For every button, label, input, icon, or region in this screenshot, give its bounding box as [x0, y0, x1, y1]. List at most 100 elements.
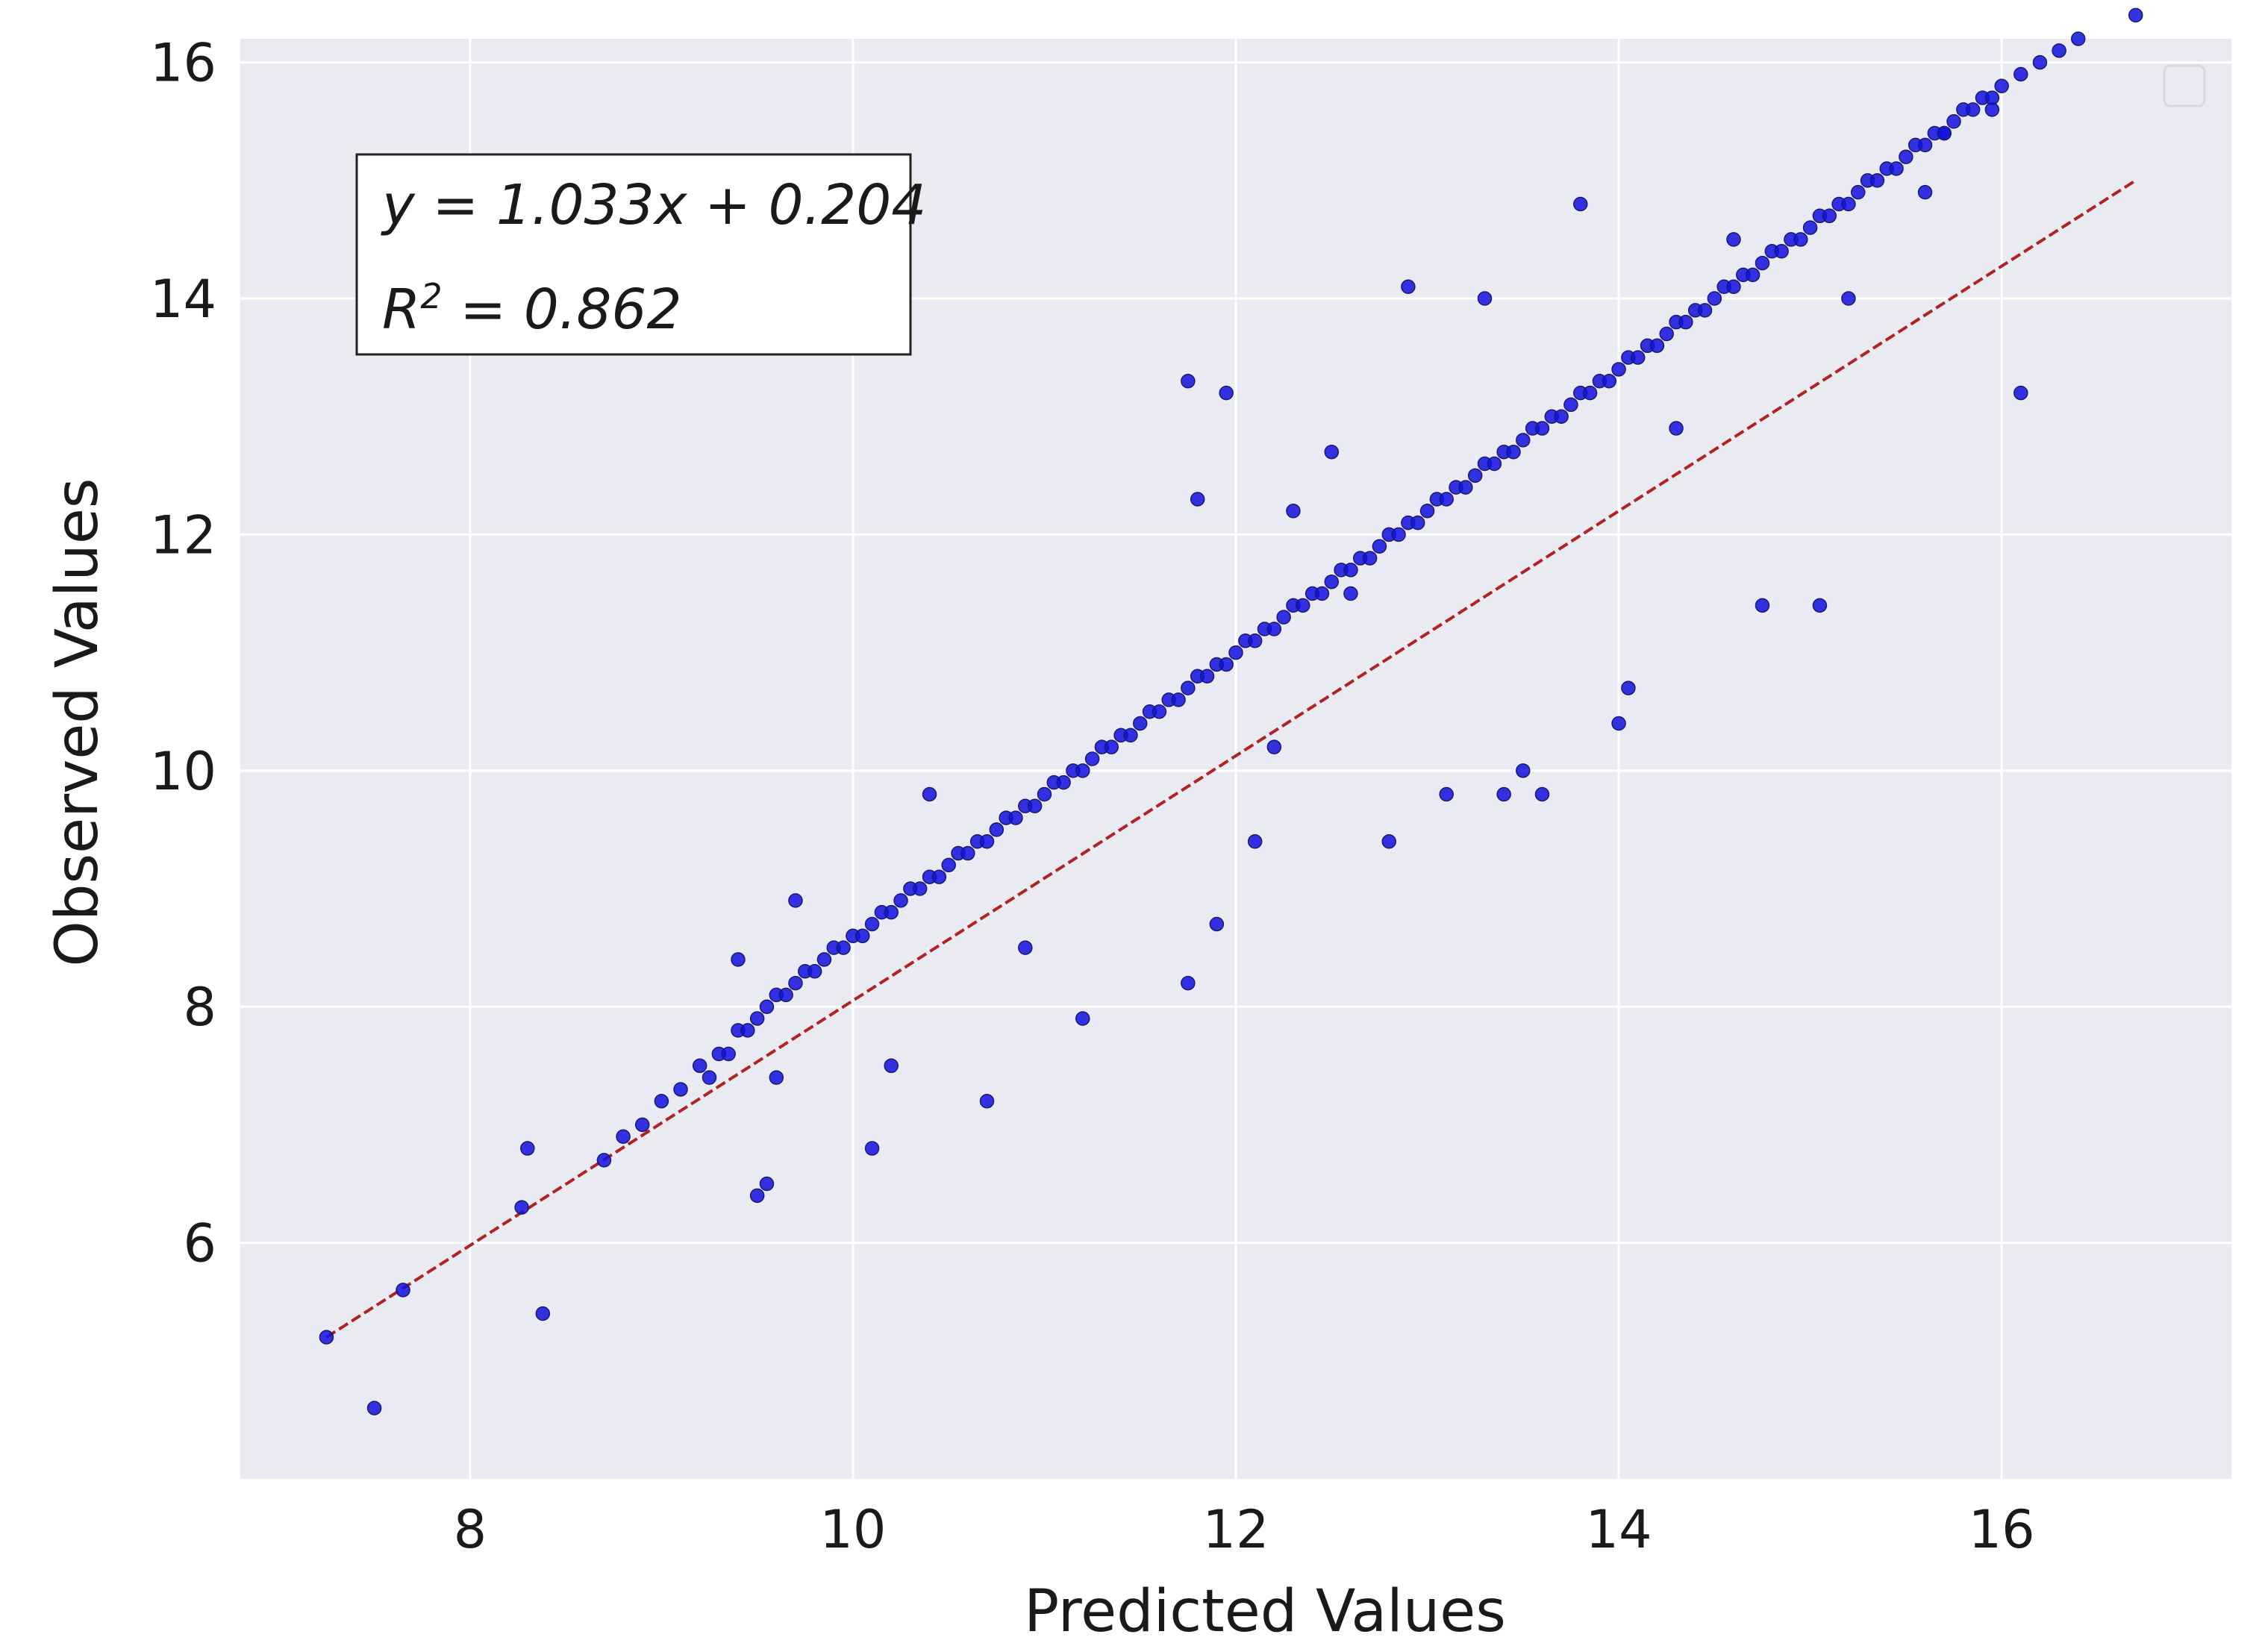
data-point	[1467, 468, 1483, 484]
data-point	[1075, 763, 1090, 778]
data-point	[1324, 574, 1340, 589]
data-point	[1669, 421, 1684, 436]
x-tick-label: 8	[454, 1499, 487, 1560]
data-point	[931, 869, 947, 884]
data-point	[2013, 385, 2028, 401]
y-tick-label: 12	[150, 504, 216, 566]
data-point	[1199, 669, 1215, 684]
data-point	[749, 1188, 765, 1204]
data-point	[1678, 314, 1693, 330]
x-tick-label: 16	[1969, 1499, 2035, 1560]
y-tick-label: 10	[150, 741, 216, 802]
data-point	[922, 786, 937, 802]
x-tick-label: 12	[1202, 1499, 1269, 1560]
data-point	[1296, 598, 1310, 613]
data-point	[692, 1058, 707, 1074]
data-point	[1802, 220, 1818, 235]
data-point	[778, 987, 793, 1003]
data-point	[1401, 279, 1416, 294]
data-point	[759, 999, 775, 1014]
data-point	[1458, 480, 1473, 495]
data-point	[1132, 716, 1148, 731]
data-point	[702, 1070, 717, 1085]
data-point	[1343, 563, 1358, 578]
data-point	[1314, 586, 1330, 601]
data-point	[1496, 786, 1511, 802]
data-point	[864, 1141, 880, 1156]
data-point	[1745, 267, 1760, 283]
data-point	[1506, 444, 1521, 460]
data-point	[520, 1141, 535, 1156]
data-point	[2013, 66, 2028, 82]
data-point	[1084, 751, 1100, 766]
data-point	[788, 893, 803, 908]
data-point	[2032, 54, 2048, 70]
data-point	[1037, 786, 1052, 802]
data-point	[1410, 515, 1425, 531]
equation-box	[355, 153, 912, 356]
data-point	[673, 1082, 688, 1097]
r-squared-prefix: R	[382, 278, 420, 342]
data-point	[1516, 763, 1531, 778]
data-point	[731, 952, 746, 967]
data-point	[396, 1283, 410, 1298]
data-point	[654, 1094, 669, 1109]
data-point	[816, 952, 832, 967]
data-point	[864, 916, 880, 932]
y-tick-label: 14	[150, 269, 216, 330]
data-point	[1123, 728, 1138, 743]
x-axis-title: Predicted Values	[1024, 1578, 1506, 1645]
data-point	[1171, 692, 1186, 707]
data-point	[1266, 622, 1282, 636]
y-tick-label: 6	[183, 1213, 216, 1274]
data-point	[979, 833, 995, 849]
data-point	[319, 1330, 334, 1345]
data-point	[1266, 739, 1282, 754]
data-point	[2052, 43, 2066, 58]
x-tick-label: 14	[1586, 1499, 1652, 1560]
data-point	[1621, 680, 1636, 695]
data-point	[788, 975, 803, 991]
data-point	[1391, 527, 1406, 542]
data-point	[1181, 680, 1196, 695]
data-point	[912, 881, 928, 896]
grid-lines	[240, 39, 2231, 1479]
data-point	[1075, 1011, 1090, 1026]
y-tick-label: 16	[150, 33, 216, 94]
data-point	[1381, 833, 1396, 849]
data-point	[1554, 409, 1569, 424]
data-point	[1755, 598, 1770, 613]
data-point	[634, 1117, 650, 1133]
data-point	[1219, 657, 1234, 672]
data-point	[979, 1094, 995, 1109]
data-point	[616, 1129, 631, 1144]
data-point	[1602, 374, 1616, 389]
y-axis-ticks: 6 8 10 12 14 16	[150, 33, 216, 1274]
data-point	[1247, 633, 1263, 648]
data-point	[960, 845, 975, 861]
data-point	[1516, 433, 1531, 448]
data-point	[1726, 232, 1741, 247]
data-point	[1487, 456, 1502, 472]
data-point	[1419, 504, 1435, 519]
data-point	[1611, 362, 1626, 377]
data-point	[1219, 385, 1234, 401]
scatter-points	[319, 7, 2143, 1415]
data-point	[1707, 291, 1722, 306]
data-point	[740, 1023, 755, 1038]
data-point	[807, 964, 822, 979]
data-point	[1534, 421, 1550, 436]
data-point	[759, 1176, 775, 1192]
y-axis-title: Observed Values	[44, 478, 111, 967]
data-point	[1869, 173, 1885, 188]
legend-box	[2163, 64, 2206, 107]
data-point	[1812, 598, 1828, 613]
data-point	[1774, 244, 1789, 259]
data-point	[2128, 7, 2143, 23]
data-point	[1822, 208, 1837, 224]
data-point	[1649, 338, 1665, 354]
data-point	[1477, 291, 1493, 306]
data-point	[1937, 125, 1952, 141]
data-point	[1946, 113, 1961, 129]
